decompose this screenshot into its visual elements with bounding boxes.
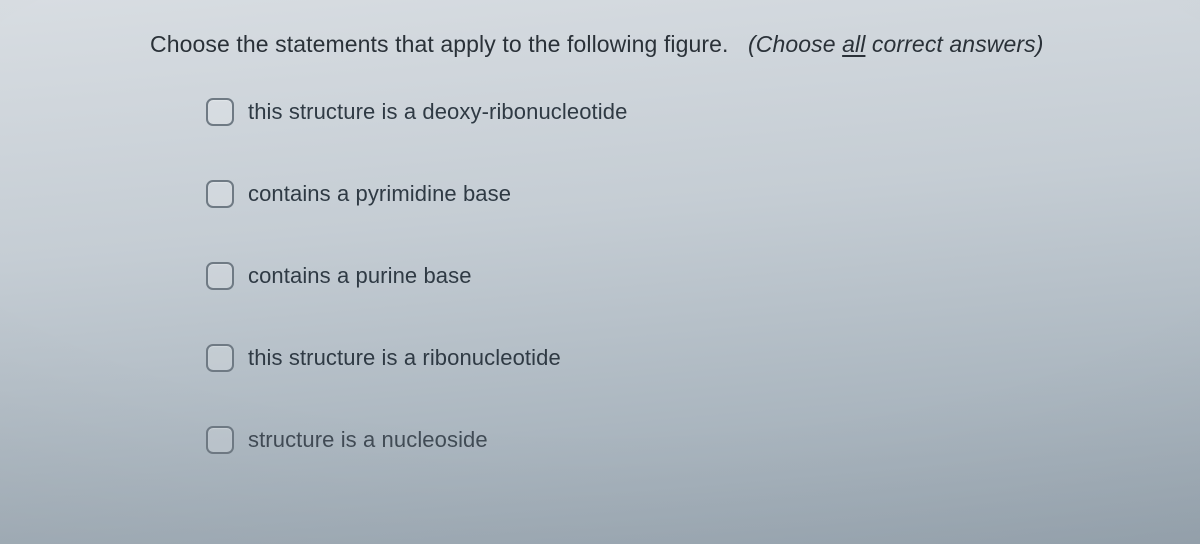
option-label-3: this structure is a ribonucleotide — [248, 345, 561, 371]
option-label-2: contains a purine base — [248, 263, 472, 289]
hint-prefix: (Choose — [748, 31, 842, 57]
hint-suffix: correct answers) — [865, 31, 1043, 57]
question-prompt: Choose the statements that apply to the … — [150, 28, 1160, 60]
checkbox-3[interactable] — [206, 344, 234, 372]
question-main-text: Choose the statements that apply to the … — [150, 31, 729, 57]
question-hint: (Choose all correct answers) — [748, 31, 1044, 57]
option-row-2[interactable]: contains a purine base — [206, 262, 1160, 290]
option-row-3[interactable]: this structure is a ribonucleotide — [206, 344, 1160, 372]
options-list: this structure is a deoxy-ribonucleotide… — [150, 98, 1160, 454]
option-label-4: structure is a nucleoside — [248, 427, 488, 453]
checkbox-2[interactable] — [206, 262, 234, 290]
option-row-4[interactable]: structure is a nucleoside — [206, 426, 1160, 454]
hint-underlined: all — [842, 31, 865, 57]
option-row-1[interactable]: contains a pyrimidine base — [206, 180, 1160, 208]
option-row-0[interactable]: this structure is a deoxy-ribonucleotide — [206, 98, 1160, 126]
option-label-1: contains a pyrimidine base — [248, 181, 511, 207]
checkbox-0[interactable] — [206, 98, 234, 126]
checkbox-1[interactable] — [206, 180, 234, 208]
checkbox-4[interactable] — [206, 426, 234, 454]
option-label-0: this structure is a deoxy-ribonucleotide — [248, 99, 627, 125]
